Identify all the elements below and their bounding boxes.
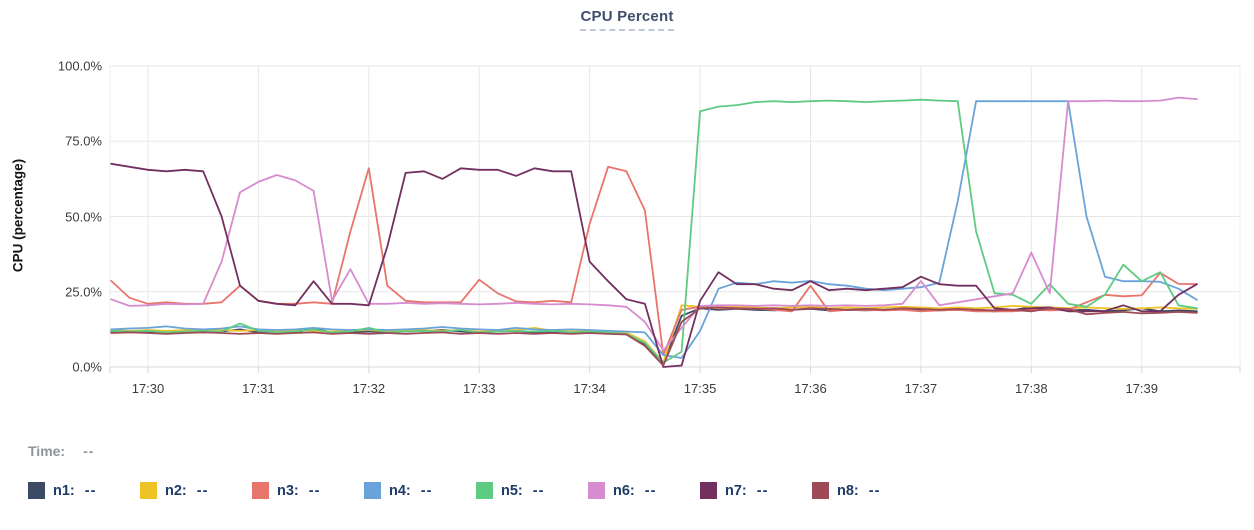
legend-swatch-n3 — [252, 482, 269, 499]
legend-item-n1[interactable]: n1: -- — [28, 482, 140, 499]
legend-value: -- — [644, 482, 657, 499]
legend-swatch-n1 — [28, 482, 45, 499]
legend-value: -- — [84, 482, 97, 499]
chart-title-row: CPU Percent — [0, 8, 1254, 31]
series-line-n8[interactable] — [110, 306, 1198, 367]
legend-label: n5: — [501, 482, 523, 499]
x-tick-label: 17:30 — [131, 381, 165, 396]
y-tick-label: 25.0% — [65, 284, 102, 300]
legend-label: n2: — [165, 482, 187, 499]
x-tick-label: 17:37 — [904, 381, 938, 396]
legend-item-n5[interactable]: n5: -- — [476, 482, 588, 499]
legend-label: n3: — [277, 482, 299, 499]
x-tick-label: 17:31 — [242, 381, 275, 396]
legend-row: n1: -- n2: -- n3: -- n4: -- n5: -- n6: -- n7: -- n8: -- — [28, 482, 924, 499]
chart-title[interactable]: CPU Percent — [580, 8, 674, 31]
legend-value: -- — [756, 482, 769, 499]
x-tick-label: 17:32 — [352, 381, 386, 396]
legend-value: -- — [532, 482, 545, 499]
legend-swatch-n6 — [588, 482, 605, 499]
y-tick-label: 75.0% — [65, 133, 102, 149]
series-line-n6[interactable] — [110, 96, 1198, 352]
legend-label: n1: — [53, 482, 75, 499]
legend-value: -- — [420, 482, 433, 499]
legend-swatch-n2 — [140, 482, 157, 499]
legend-value: -- — [868, 482, 881, 499]
x-tick-label: 17:34 — [573, 381, 606, 396]
x-tick-label: 17:38 — [1015, 381, 1048, 396]
series-line-n5[interactable] — [110, 98, 1198, 364]
x-tick-label: 17:35 — [683, 381, 717, 396]
legend-swatch-n5 — [476, 482, 493, 499]
y-axis-title: CPU (percentage) — [10, 158, 26, 273]
legend-label: n7: — [725, 482, 747, 499]
legend-item-n6[interactable]: n6: -- — [588, 482, 700, 499]
time-value: -- — [83, 443, 95, 459]
legend-label: n8: — [837, 482, 859, 499]
time-row: Time: -- — [28, 443, 94, 459]
x-tick-label: 17:36 — [794, 381, 827, 396]
x-tick-label: 17:33 — [462, 381, 496, 396]
legend-item-n8[interactable]: n8: -- — [812, 482, 924, 499]
y-tick-label: 0.0% — [72, 359, 102, 375]
legend-value: -- — [196, 482, 209, 499]
x-tick-label: 17:39 — [1125, 381, 1158, 396]
legend-swatch-n4 — [364, 482, 381, 499]
legend-item-n3[interactable]: n3: -- — [252, 482, 364, 499]
series-line-n4[interactable] — [110, 100, 1198, 359]
legend-item-n7[interactable]: n7: -- — [700, 482, 812, 499]
legend-item-n2[interactable]: n2: -- — [140, 482, 252, 499]
legend-item-n4[interactable]: n4: -- — [364, 482, 476, 499]
y-tick-label: 50.0% — [65, 209, 102, 224]
time-label: Time: — [28, 443, 66, 459]
legend-swatch-n8 — [812, 482, 829, 499]
legend-swatch-n7 — [700, 482, 717, 499]
legend-value: -- — [308, 482, 321, 499]
y-tick-label: 100.0% — [57, 58, 102, 74]
legend-label: n4: — [389, 482, 411, 499]
legend-label: n6: — [613, 482, 635, 499]
chart-plot-area[interactable] — [0, 0, 1254, 430]
series-line-n3[interactable] — [110, 165, 1198, 356]
series-line-n7[interactable] — [110, 162, 1198, 368]
